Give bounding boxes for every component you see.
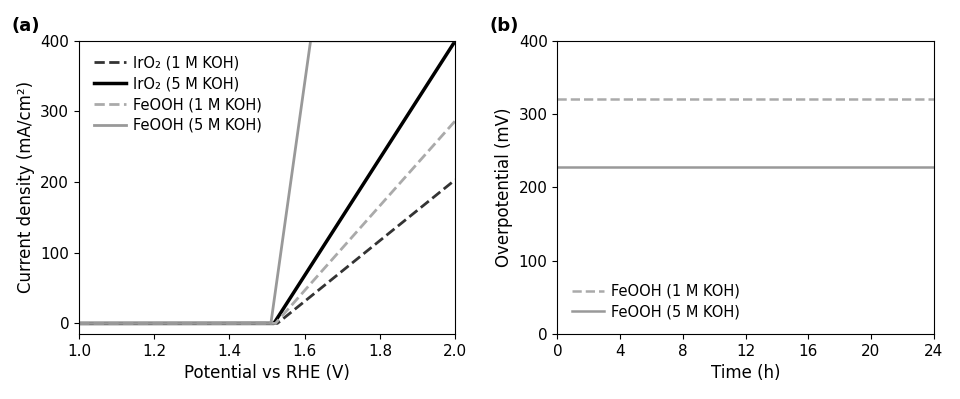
Line: IrO₂ (5 M KOH): IrO₂ (5 M KOH)	[79, 41, 455, 324]
IrO₂ (5 M KOH)	[141, 321, 153, 326]
Line: IrO₂ (1 M KOH): IrO₂ (1 M KOH)	[79, 180, 455, 324]
IrO₂ (5 M KOH)	[383, 143, 395, 148]
FeOOH (5 M KOH)	[217, 321, 228, 326]
Legend: IrO₂ (1 M KOH), IrO₂ (5 M KOH), FeOOH (1 M KOH), FeOOH (5 M KOH): IrO₂ (1 M KOH), IrO₂ (5 M KOH), FeOOH (1…	[86, 48, 269, 140]
FeOOH (1 M KOH)	[449, 119, 461, 123]
FeOOH (1 M KOH)	[318, 267, 329, 271]
IrO₂ (5 M KOH)	[217, 321, 228, 326]
IrO₂ (1 M KOH)	[299, 299, 310, 304]
IrO₂ (1 M KOH)	[449, 177, 461, 182]
Text: (a): (a)	[12, 17, 39, 35]
Text: (b): (b)	[490, 17, 519, 35]
FeOOH (1 M KOH)	[383, 194, 395, 199]
Y-axis label: Current density (mA/cm²): Current density (mA/cm²)	[16, 81, 35, 294]
IrO₂ (5 M KOH)	[449, 38, 461, 43]
FeOOH (5 M KOH)	[383, 38, 395, 43]
Y-axis label: Overpotential (mV): Overpotential (mV)	[495, 108, 513, 267]
FeOOH (1 M KOH)	[217, 321, 228, 326]
IrO₂ (5 M KOH)	[318, 243, 329, 248]
IrO₂ (1 M KOH)	[217, 321, 228, 326]
FeOOH (5 M KOH)	[449, 38, 461, 43]
FeOOH (5 M KOH)	[73, 321, 84, 326]
IrO₂ (1 M KOH)	[73, 321, 84, 326]
FeOOH (1 M KOH)	[141, 321, 153, 326]
FeOOH (1 M KOH)	[299, 288, 310, 293]
IrO₂ (1 M KOH)	[318, 284, 329, 288]
FeOOH (5 M KOH)	[354, 38, 366, 43]
FeOOH (5 M KOH)	[299, 80, 310, 85]
IrO₂ (1 M KOH)	[354, 255, 366, 259]
IrO₂ (5 M KOH)	[73, 321, 84, 326]
X-axis label: Time (h): Time (h)	[710, 364, 780, 382]
IrO₂ (5 M KOH)	[354, 187, 366, 192]
X-axis label: Potential vs RHE (V): Potential vs RHE (V)	[184, 364, 350, 382]
IrO₂ (1 M KOH)	[141, 321, 153, 326]
IrO₂ (5 M KOH)	[299, 273, 310, 278]
Line: FeOOH (1 M KOH): FeOOH (1 M KOH)	[79, 121, 455, 324]
IrO₂ (1 M KOH)	[383, 231, 395, 236]
Line: FeOOH (5 M KOH): FeOOH (5 M KOH)	[79, 41, 455, 324]
Legend: FeOOH (1 M KOH), FeOOH (5 M KOH): FeOOH (1 M KOH), FeOOH (5 M KOH)	[564, 277, 748, 327]
FeOOH (1 M KOH)	[73, 321, 84, 326]
FeOOH (5 M KOH)	[141, 321, 153, 326]
FeOOH (5 M KOH)	[304, 38, 316, 43]
FeOOH (1 M KOH)	[354, 226, 366, 231]
FeOOH (5 M KOH)	[318, 38, 329, 43]
